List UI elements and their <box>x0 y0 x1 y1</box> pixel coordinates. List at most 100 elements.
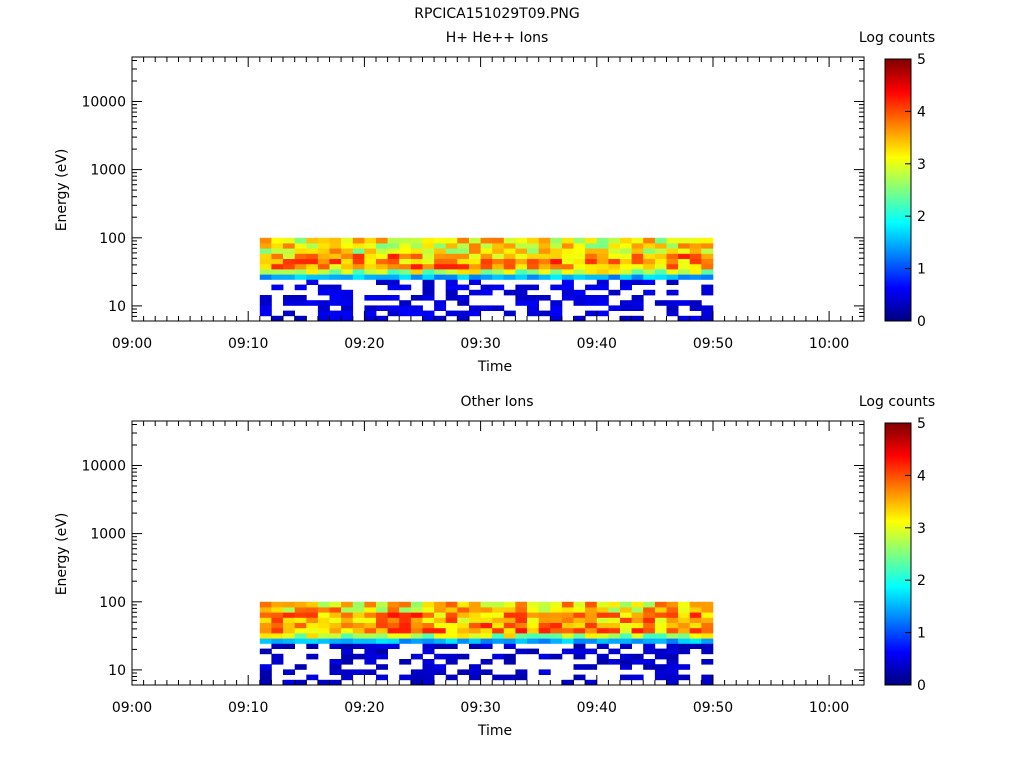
spectrogram-cell <box>643 289 656 296</box>
spectrogram-cell <box>341 617 354 623</box>
spectrogram-cell <box>329 274 342 280</box>
spectrogram-cell <box>469 310 481 317</box>
spectrogram-cell <box>573 601 586 608</box>
spectrogram-cell <box>596 274 609 280</box>
spectrogram-cell <box>387 253 400 259</box>
spectrogram-cell <box>376 258 388 265</box>
spectrogram-cell <box>341 659 354 665</box>
spectrogram-cell <box>608 617 621 623</box>
spectrogram-cell <box>364 643 377 649</box>
spectrogram-cell <box>445 638 458 644</box>
spectrogram-cell <box>434 617 447 623</box>
spectrogram-cell <box>376 305 388 311</box>
spectrogram-cell <box>422 295 435 301</box>
spectrogram-cell <box>620 617 632 623</box>
spectrogram-cell <box>422 674 435 681</box>
spectrogram-cell <box>457 601 470 608</box>
spectrogram-cell <box>689 622 702 629</box>
spectrogram-cell <box>283 237 295 244</box>
spectrogram-cell <box>596 601 609 608</box>
panel-title: Other Ions <box>460 394 533 410</box>
spectrogram-cell <box>434 643 447 649</box>
spectrogram-cell <box>503 653 516 660</box>
spectrogram-cell <box>352 617 365 623</box>
spectrogram-cell <box>352 612 365 618</box>
spectrogram-cell <box>643 612 656 618</box>
colorbar-tick-label: 1 <box>917 262 926 278</box>
spectrogram-cell <box>631 248 644 254</box>
spectrogram-cell <box>573 653 586 660</box>
spectrogram-cell <box>515 274 528 280</box>
spectrogram-cell <box>701 248 714 254</box>
spectrogram-cell <box>341 243 354 249</box>
spectrogram-cell <box>654 274 667 280</box>
spectrogram-cell <box>341 612 354 618</box>
spectrogram-cell <box>503 269 516 275</box>
x-tick-label: 09:40 <box>577 336 617 352</box>
spectrogram-cell <box>399 243 412 249</box>
spectrogram-cell <box>329 315 342 322</box>
spectrogram-cell <box>492 284 505 291</box>
spectrogram-cell <box>294 622 307 629</box>
spectrogram-cell <box>527 274 539 280</box>
spectrogram-cell <box>271 612 284 618</box>
spectrogram-cell <box>527 310 539 317</box>
spectrogram-cell <box>701 263 714 270</box>
spectrogram-cell <box>550 601 563 608</box>
spectrogram-cell <box>689 607 702 613</box>
colorbar-tick-label: 5 <box>917 52 926 68</box>
spectrogram-cell <box>329 612 342 618</box>
spectrogram-cell <box>527 607 539 613</box>
spectrogram-cell <box>294 627 307 634</box>
spectrogram-cell <box>538 237 551 244</box>
spectrogram-cell <box>561 274 574 280</box>
spectrogram-cell <box>364 269 377 275</box>
spectrogram-cell <box>259 674 272 681</box>
x-tick-label: 09:50 <box>693 700 733 716</box>
spectrogram-cell <box>341 601 354 608</box>
spectrogram-cell <box>434 269 447 275</box>
spectrogram-cell <box>306 263 319 270</box>
spectrogram-cell <box>701 289 714 296</box>
spectrogram-cell <box>585 612 598 618</box>
spectrogram-cell <box>492 253 505 259</box>
spectrogram-cell <box>503 248 516 254</box>
spectrogram-cell <box>283 622 295 629</box>
spectrogram-cell <box>399 263 412 270</box>
spectrogram-cell <box>573 643 586 649</box>
spectrogram-cell <box>585 617 598 623</box>
spectrogram-cell <box>434 622 447 629</box>
spectrogram-cell <box>480 248 493 254</box>
spectrogram-cell <box>422 237 435 244</box>
spectrogram-cell <box>387 243 400 249</box>
spectrogram-cell <box>422 643 435 649</box>
spectrogram-cell <box>538 601 551 608</box>
spectrogram-cell <box>422 248 435 254</box>
spectrogram-cell <box>503 607 516 613</box>
spectrogram-cell <box>689 643 702 649</box>
spectrogram-cell <box>317 627 330 634</box>
spectrogram-cell <box>480 638 493 644</box>
spectrogram-cell <box>538 248 551 254</box>
spectrogram-cell <box>561 279 574 285</box>
spectrogram-cell <box>352 258 365 265</box>
x-tick-label: 09:20 <box>344 700 384 716</box>
y-tick-label: 1000 <box>90 163 126 179</box>
y-tick-label: 10000 <box>81 459 126 475</box>
spectrogram-cell <box>631 300 644 306</box>
spectrogram-cell <box>364 310 377 317</box>
spectrogram-cell <box>410 310 423 317</box>
spectrogram-cell <box>503 638 516 644</box>
spectrogram-cell <box>352 248 365 254</box>
spectrogram-cell <box>538 622 551 629</box>
spectrogram-cell <box>376 237 388 244</box>
spectrogram-cell <box>341 258 354 265</box>
spectrogram-cell <box>294 300 307 306</box>
spectrogram-cell <box>434 300 447 306</box>
spectrogram-cell <box>550 243 563 249</box>
spectrogram-cell <box>515 284 528 291</box>
spectrogram-cell <box>538 612 551 618</box>
spectrogram-cell <box>527 269 539 275</box>
spectrogram-cell <box>341 305 354 311</box>
spectrogram-cell <box>352 633 365 639</box>
